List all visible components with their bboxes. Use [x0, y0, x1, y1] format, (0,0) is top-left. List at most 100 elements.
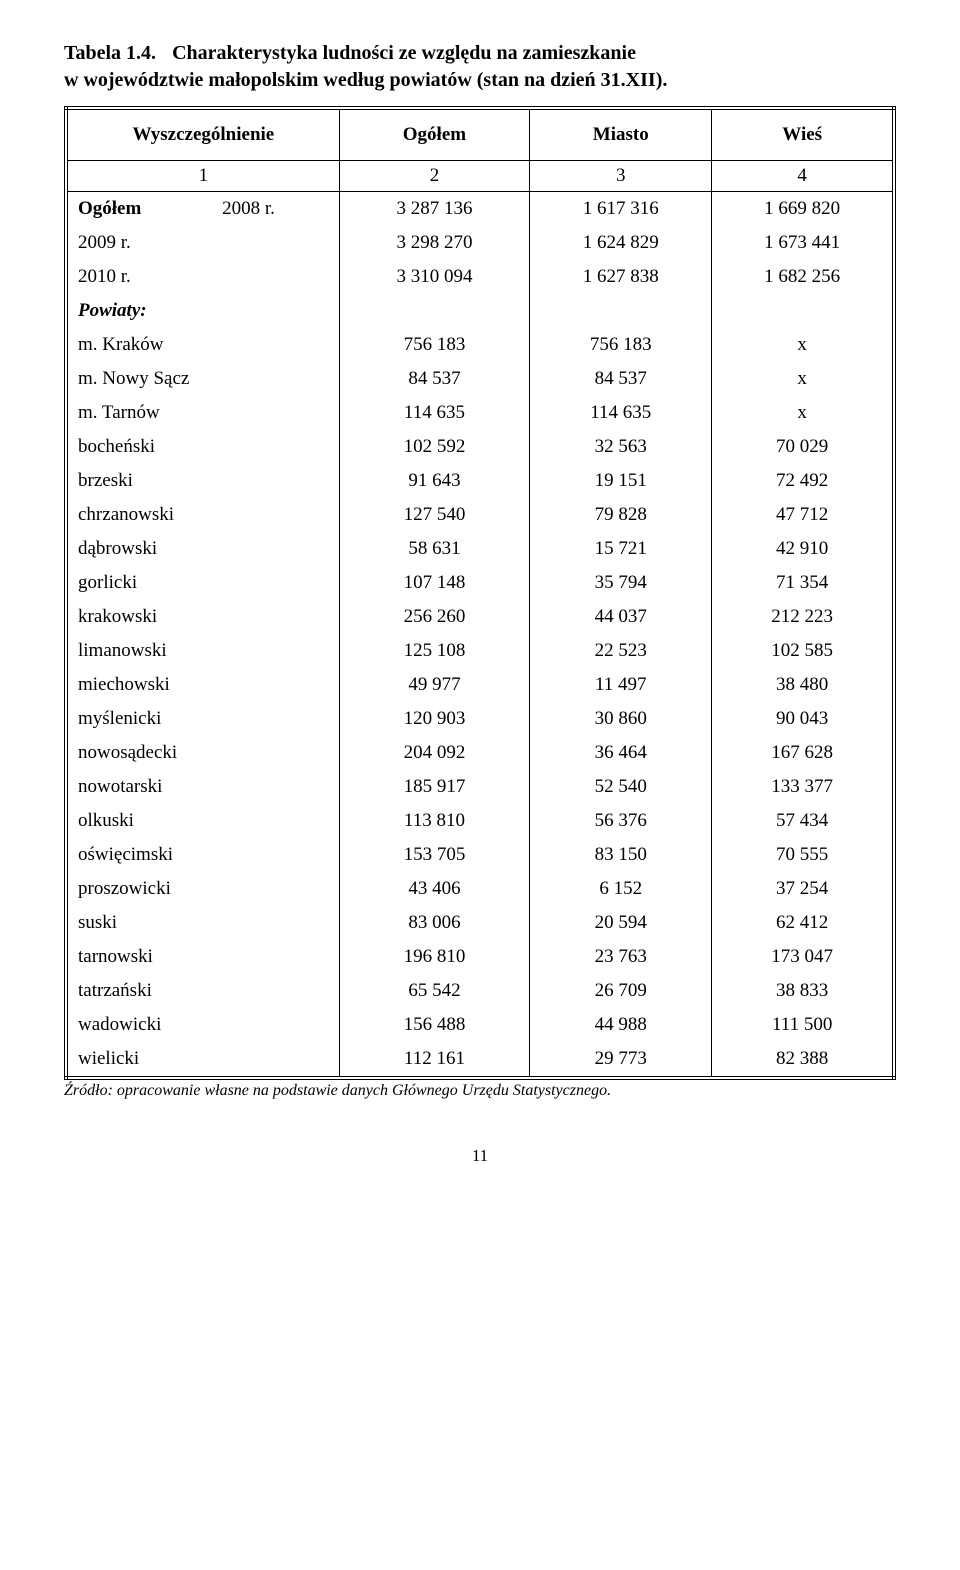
cell-village: 37 254 [712, 872, 894, 906]
row-name: brzeski [66, 464, 339, 498]
cell-city: 6 152 [530, 872, 712, 906]
cell-total: 114 635 [339, 396, 529, 430]
cell-village: x [712, 396, 894, 430]
cell-city: 19 151 [530, 464, 712, 498]
table-row: chrzanowski127 54079 82847 712 [66, 498, 894, 532]
cell-city: 44 988 [530, 1008, 712, 1042]
cell-total: 127 540 [339, 498, 529, 532]
cell-total: 120 903 [339, 702, 529, 736]
cell-total: 185 917 [339, 770, 529, 804]
cell-village: 102 585 [712, 634, 894, 668]
empty-cell [339, 294, 529, 328]
title-line2: w województwie małopolskim według powiat… [64, 69, 667, 91]
empty-cell [530, 294, 712, 328]
cell-total: 256 260 [339, 600, 529, 634]
cell-village: x [712, 362, 894, 396]
table-row: limanowski125 10822 523102 585 [66, 634, 894, 668]
cell-village: 70 555 [712, 838, 894, 872]
row-name: wadowicki [66, 1008, 339, 1042]
index-2: 2 [339, 161, 529, 192]
cell-total: 83 006 [339, 906, 529, 940]
col-header-3: Miasto [530, 108, 712, 161]
ogolem-row-label: Ogółem 2008 r. [66, 192, 339, 227]
cell-city: 29 773 [530, 1042, 712, 1078]
cell-total: 3 287 136 [339, 192, 529, 227]
table-row: wadowicki156 48844 988111 500 [66, 1008, 894, 1042]
year-label: 2009 r. [66, 226, 339, 260]
cell-village: 42 910 [712, 532, 894, 566]
table-row: bocheński102 59232 56370 029 [66, 430, 894, 464]
year-row: 2009 r.3 298 2701 624 8291 673 441 [66, 226, 894, 260]
row-name: m. Tarnów [66, 396, 339, 430]
cell-village: 1 669 820 [712, 192, 894, 227]
cell-total: 3 298 270 [339, 226, 529, 260]
ogolem-label: Ogółem [78, 198, 141, 219]
cell-city: 84 537 [530, 362, 712, 396]
year-label: 2010 r. [66, 260, 339, 294]
cell-city: 83 150 [530, 838, 712, 872]
cell-total: 84 537 [339, 362, 529, 396]
cell-city: 114 635 [530, 396, 712, 430]
col-header-4: Wieś [712, 108, 894, 161]
population-table: Wyszczególnienie Ogółem Miasto Wieś 1 2 … [64, 106, 896, 1080]
cell-total: 153 705 [339, 838, 529, 872]
powiaty-row: Powiaty: [66, 294, 894, 328]
table-row: m. Kraków756 183756 183x [66, 328, 894, 362]
cell-total: 112 161 [339, 1042, 529, 1078]
cell-total: 756 183 [339, 328, 529, 362]
cell-village: 1 673 441 [712, 226, 894, 260]
cell-village: x [712, 328, 894, 362]
table-row: brzeski91 64319 15172 492 [66, 464, 894, 498]
row-name: m. Nowy Sącz [66, 362, 339, 396]
cell-total: 91 643 [339, 464, 529, 498]
cell-city: 26 709 [530, 974, 712, 1008]
cell-city: 44 037 [530, 600, 712, 634]
row-name: m. Kraków [66, 328, 339, 362]
table-row: m. Nowy Sącz84 53784 537x [66, 362, 894, 396]
ogolem-row: Ogółem 2008 r.3 287 1361 617 3161 669 82… [66, 192, 894, 227]
cell-total: 43 406 [339, 872, 529, 906]
index-4: 4 [712, 161, 894, 192]
cell-total: 49 977 [339, 668, 529, 702]
page-number: 11 [64, 1146, 896, 1166]
cell-city: 79 828 [530, 498, 712, 532]
table-row: gorlicki107 14835 79471 354 [66, 566, 894, 600]
cell-total: 196 810 [339, 940, 529, 974]
index-1: 1 [66, 161, 339, 192]
index-3: 3 [530, 161, 712, 192]
cell-total: 3 310 094 [339, 260, 529, 294]
cell-total: 125 108 [339, 634, 529, 668]
powiaty-label: Powiaty: [78, 300, 147, 321]
table-row: myślenicki120 90330 86090 043 [66, 702, 894, 736]
powiaty-label-cell: Powiaty: [66, 294, 339, 328]
row-name: nowosądecki [66, 736, 339, 770]
cell-village: 212 223 [712, 600, 894, 634]
cell-total: 58 631 [339, 532, 529, 566]
source-footer: Źródło: opracowanie własne na podstawie … [64, 1082, 896, 1100]
table-row: krakowski256 26044 037212 223 [66, 600, 894, 634]
table-row: miechowski49 97711 49738 480 [66, 668, 894, 702]
cell-city: 23 763 [530, 940, 712, 974]
cell-city: 15 721 [530, 532, 712, 566]
title-line1: Charakterystyka ludności ze względu na z… [172, 42, 636, 64]
cell-village: 167 628 [712, 736, 894, 770]
cell-village: 173 047 [712, 940, 894, 974]
table-row: tarnowski196 81023 763173 047 [66, 940, 894, 974]
year-row: 2010 r.3 310 0941 627 8381 682 256 [66, 260, 894, 294]
cell-total: 204 092 [339, 736, 529, 770]
row-name: oświęcimski [66, 838, 339, 872]
row-name: suski [66, 906, 339, 940]
row-name: miechowski [66, 668, 339, 702]
year-label: 2008 r. [222, 198, 275, 219]
row-name: chrzanowski [66, 498, 339, 532]
row-name: tarnowski [66, 940, 339, 974]
cell-city: 1 617 316 [530, 192, 712, 227]
row-name: proszowicki [66, 872, 339, 906]
row-name: krakowski [66, 600, 339, 634]
table-row: olkuski113 81056 37657 434 [66, 804, 894, 838]
row-name: olkuski [66, 804, 339, 838]
cell-city: 1 624 829 [530, 226, 712, 260]
col-header-2: Ogółem [339, 108, 529, 161]
table-title: Tabela 1.4. Charakterystyka ludności ze … [64, 40, 896, 94]
table-header-row: Wyszczególnienie Ogółem Miasto Wieś [66, 108, 894, 161]
